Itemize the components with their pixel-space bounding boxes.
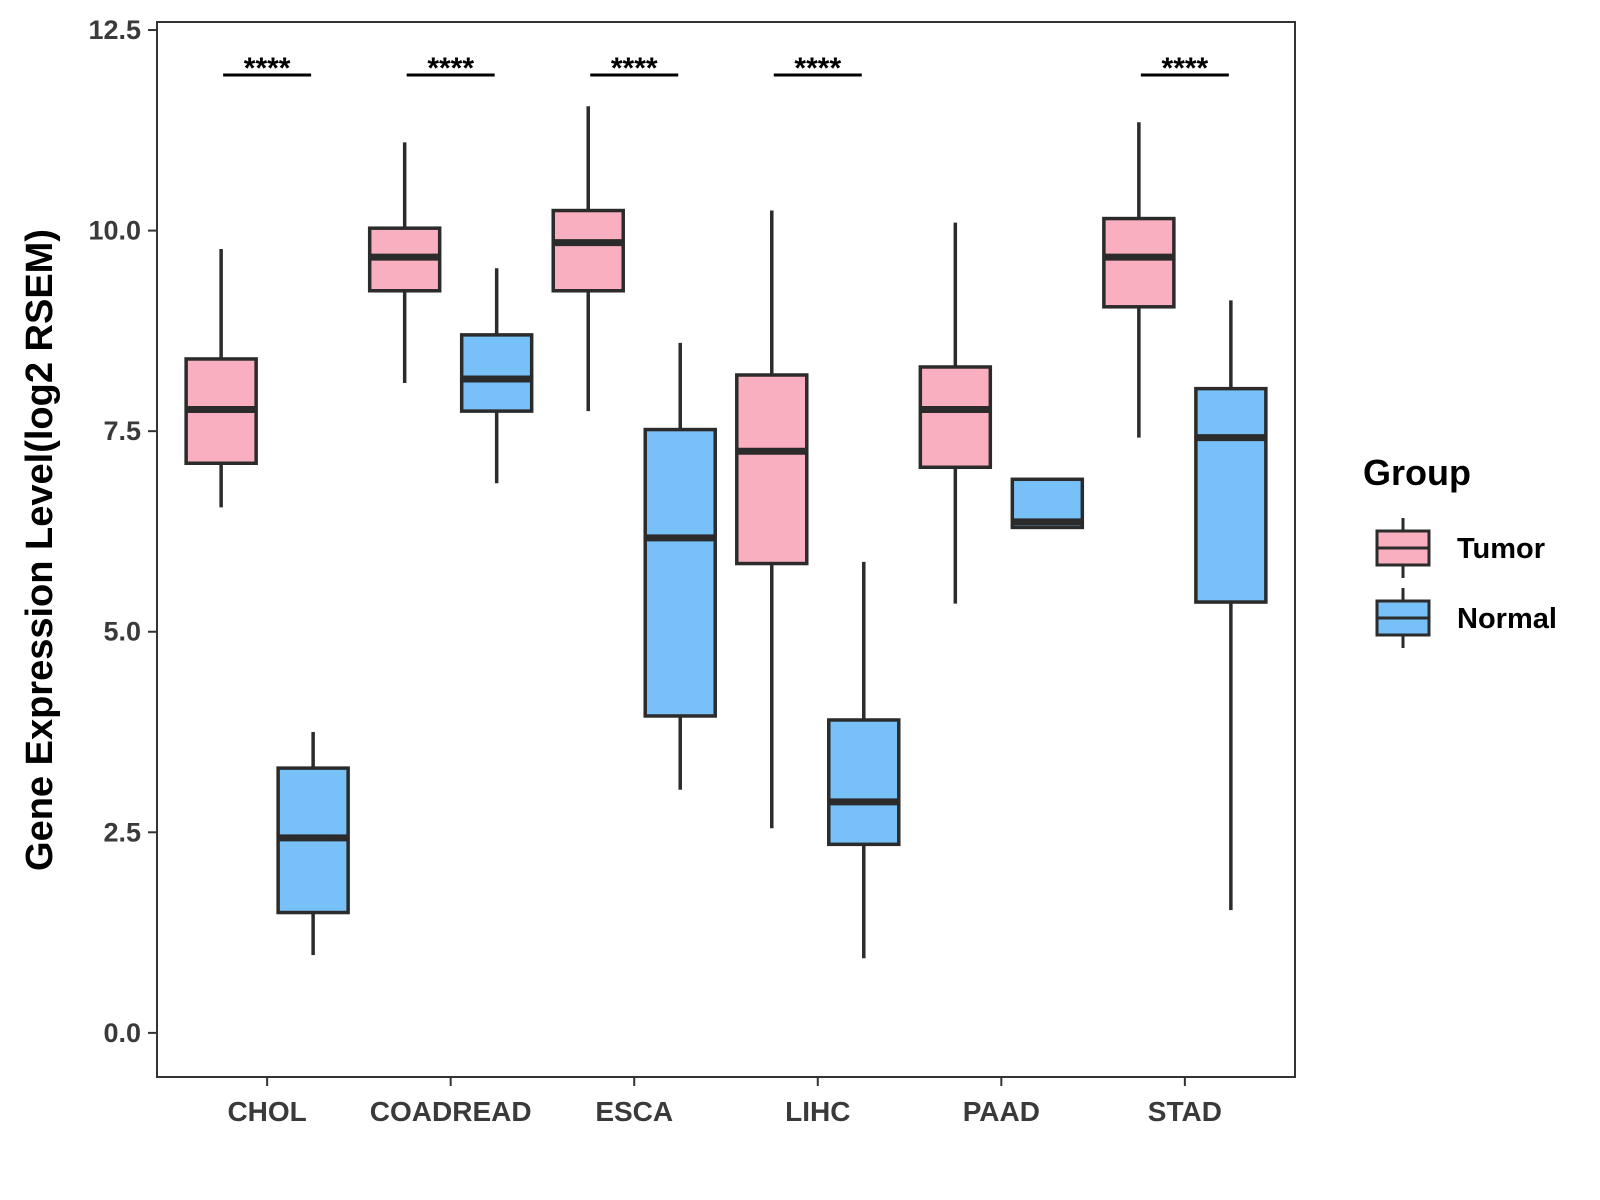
- significance-label: ****: [244, 52, 291, 85]
- box-iqr: [643, 427, 717, 718]
- x-tick-label: PAAD: [963, 1096, 1040, 1127]
- significance-label: ****: [427, 52, 474, 85]
- box-iqr: [735, 373, 809, 566]
- box-tumor-chol: [184, 249, 258, 508]
- box-layer: [184, 106, 1268, 959]
- y-tick-label: 10.0: [88, 216, 141, 246]
- box-normal-coadread: [459, 268, 534, 484]
- legend: Group Tumor Normal: [1363, 452, 1557, 648]
- y-tick-label: 5.0: [103, 617, 141, 647]
- legend-title: Group: [1363, 452, 1471, 493]
- box-iqr: [827, 718, 901, 847]
- y-tick-label: 2.5: [103, 817, 141, 847]
- y-axis-title: Gene Expression Level(log2 RSEM): [19, 229, 61, 871]
- box-normal-chol: [276, 732, 350, 956]
- legend-item-tumor: Tumor: [1375, 518, 1545, 578]
- x-tick-label: CHOL: [227, 1096, 306, 1127]
- box-iqr: [1102, 216, 1176, 309]
- x-tick-label: STAD: [1148, 1096, 1222, 1127]
- legend-item-normal: Normal: [1375, 588, 1557, 648]
- box-tumor-coadread: [367, 142, 442, 384]
- box-iqr: [551, 208, 625, 293]
- box-normal-paad: [1010, 477, 1085, 530]
- significance-layer: **** **** **** **** ****: [223, 52, 1229, 85]
- box-iqr: [1194, 386, 1268, 604]
- x-tick-label: ESCA: [595, 1096, 673, 1127]
- box-iqr: [459, 333, 534, 413]
- box-iqr: [918, 365, 993, 470]
- box-tumor-lihc: [735, 210, 809, 829]
- x-tick-label: LIHC: [785, 1096, 850, 1127]
- significance-label: ****: [794, 52, 841, 85]
- box-normal-lihc: [827, 561, 901, 959]
- significance-label: ****: [611, 52, 658, 85]
- legend-label: Normal: [1457, 603, 1557, 635]
- box-normal-esca: [643, 342, 717, 790]
- significance-label: ****: [1162, 52, 1209, 85]
- legend-label: Tumor: [1457, 533, 1545, 565]
- box-tumor-esca: [551, 106, 625, 412]
- y-axis: 0.0 2.5 5.0 7.5 10.0 12.5: [88, 15, 157, 1048]
- plot-panel: [156, 21, 1296, 1078]
- y-tick-label: 7.5: [103, 416, 141, 446]
- box-tumor-stad: [1102, 122, 1176, 438]
- y-tick-label: 0.0: [103, 1018, 141, 1048]
- x-axis: CHOL COADREAD ESCA LIHC PAAD STAD: [227, 1077, 1222, 1127]
- x-tick-label: COADREAD: [370, 1096, 532, 1127]
- box-normal-stad: [1194, 300, 1268, 911]
- y-tick-label: 12.5: [88, 15, 141, 45]
- box-tumor-paad: [918, 222, 993, 604]
